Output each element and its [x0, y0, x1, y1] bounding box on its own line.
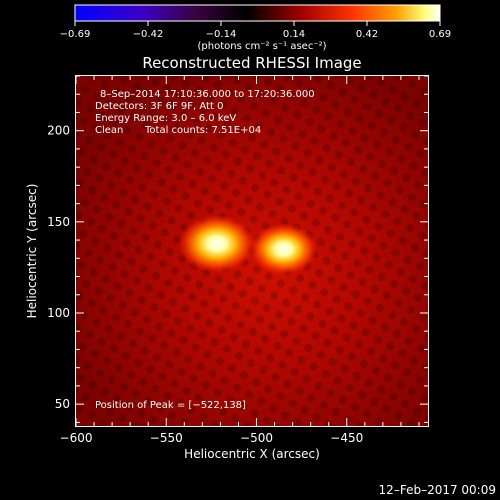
y-tick-label: 150	[47, 215, 70, 229]
y-tick-label: 200	[47, 124, 70, 138]
chart-title: Reconstructed RHESSI Image	[142, 54, 361, 72]
annotation-counts: Total counts: 7.51E+04	[144, 125, 261, 136]
colorbar-tick-label: −0.42	[133, 29, 164, 40]
emission-source	[178, 214, 255, 273]
colorbar-ticks: −0.69 −0.42 −0.14 0.14 0.42 0.69	[60, 21, 451, 40]
y-axis-label: Heliocentric Y (arcsec)	[25, 184, 39, 319]
x-tick-label: −600	[60, 431, 93, 445]
emission-source	[250, 223, 318, 275]
annotation-peak: Position of Peak = [−522,138]	[95, 400, 246, 411]
y-tick-label: 100	[47, 306, 70, 320]
colorbar-tick-label: 0.14	[283, 29, 305, 40]
annotation-method: Clean	[95, 125, 123, 136]
colorbar-tick-label: 0.69	[429, 29, 451, 40]
x-tick-label: −550	[150, 431, 183, 445]
x-tick-label: −450	[330, 431, 363, 445]
plot-frame	[75, 75, 429, 427]
footer-timestamp: 12–Feb–2017 00:09	[379, 483, 496, 497]
colorbar-tick-label: −0.14	[206, 29, 237, 40]
x-axis-label: Heliocentric X (arcsec)	[184, 447, 320, 461]
y-tick-label: 50	[55, 397, 70, 411]
x-axis-ticks: −600 −550 −500 −450	[60, 76, 420, 445]
x-tick-label: −500	[240, 431, 273, 445]
y-axis-ticks: 50 100 150 200	[47, 75, 428, 423]
colorbar-tick-label: 0.42	[356, 29, 378, 40]
colorbar-tick-label: −0.69	[60, 29, 91, 40]
colorbar	[74, 4, 441, 22]
heatmap-image	[76, 76, 428, 426]
annotation-time-range: 8–Sep–2014 17:10:36.000 to 17:20:36.000	[100, 89, 315, 100]
annotation-energy: Energy Range: 3.0 – 6.0 keV	[95, 113, 236, 124]
annotation-detectors: Detectors: 3F 6F 9F, Att 0	[95, 101, 223, 112]
colorbar-unit-label: (photons cm⁻² s⁻¹ asec⁻²)	[197, 41, 326, 52]
